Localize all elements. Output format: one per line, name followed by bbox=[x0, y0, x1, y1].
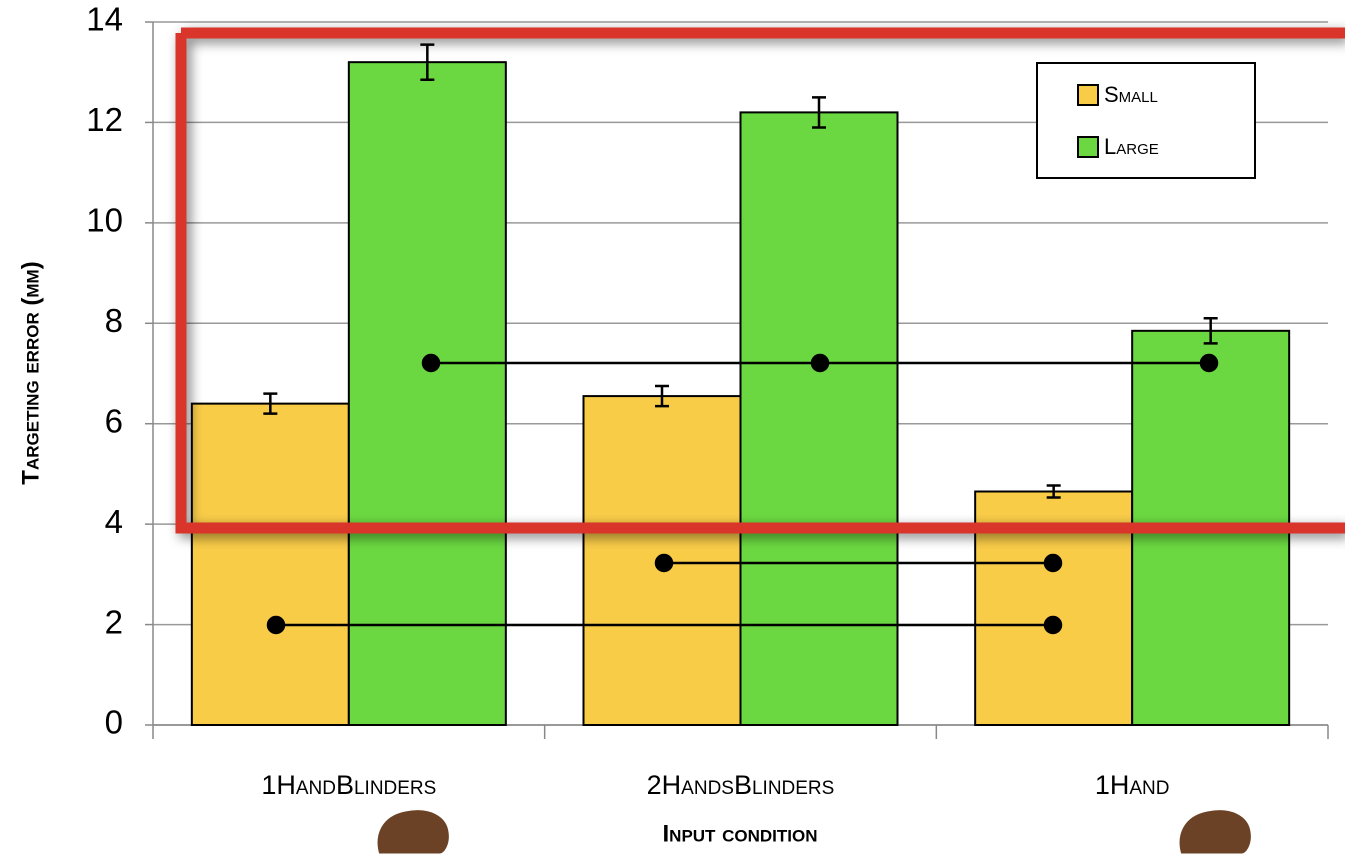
highlight-box bbox=[175, 27, 1345, 534]
connector-dot bbox=[654, 553, 674, 573]
x-tick-label: 1HandBlinders bbox=[261, 770, 436, 800]
icon-blob bbox=[1176, 807, 1254, 855]
y-tick-label: 10 bbox=[86, 202, 123, 239]
bar bbox=[347, 61, 507, 726]
legend-box bbox=[1036, 62, 1256, 179]
connector-dot bbox=[1043, 553, 1063, 573]
significance-connectors bbox=[266, 353, 1219, 635]
legend: Small Large bbox=[1036, 62, 1256, 179]
x-axis-title: Input condition bbox=[663, 820, 818, 847]
connector-dot bbox=[810, 353, 830, 373]
bar bbox=[739, 111, 899, 726]
y-tick-label: 0 bbox=[105, 704, 123, 741]
error-bar bbox=[263, 392, 278, 415]
y-tick-label: 12 bbox=[86, 101, 123, 138]
connector-dot bbox=[421, 353, 441, 373]
legend-swatch bbox=[1077, 84, 1099, 106]
icon-blob bbox=[374, 807, 452, 855]
error-bar bbox=[1046, 484, 1061, 499]
error-bar bbox=[420, 43, 435, 81]
legend-label: Large bbox=[1104, 134, 1159, 159]
y-tick-label: 4 bbox=[105, 503, 123, 540]
y-tick-label: 8 bbox=[105, 302, 123, 339]
error-bar bbox=[812, 96, 826, 129]
connector-dot bbox=[266, 615, 286, 635]
y-axis-title: Targeting error (mm) bbox=[17, 261, 44, 484]
y-tick-label: 2 bbox=[105, 603, 123, 640]
y-tick-label: 14 bbox=[86, 1, 123, 38]
annotations bbox=[175, 27, 1345, 855]
connector-dot bbox=[1043, 615, 1063, 635]
y-tick-label: 6 bbox=[105, 402, 123, 439]
bar bbox=[190, 402, 350, 726]
x-tick-label: 2HandsBlinders bbox=[647, 770, 835, 800]
legend-swatch bbox=[1077, 136, 1099, 158]
connector-dot bbox=[1199, 353, 1219, 373]
x-tick-label: 1Hand bbox=[1095, 770, 1170, 800]
error-bar bbox=[1203, 317, 1218, 345]
error-bar bbox=[655, 384, 669, 408]
legend-label: Small bbox=[1104, 82, 1158, 107]
